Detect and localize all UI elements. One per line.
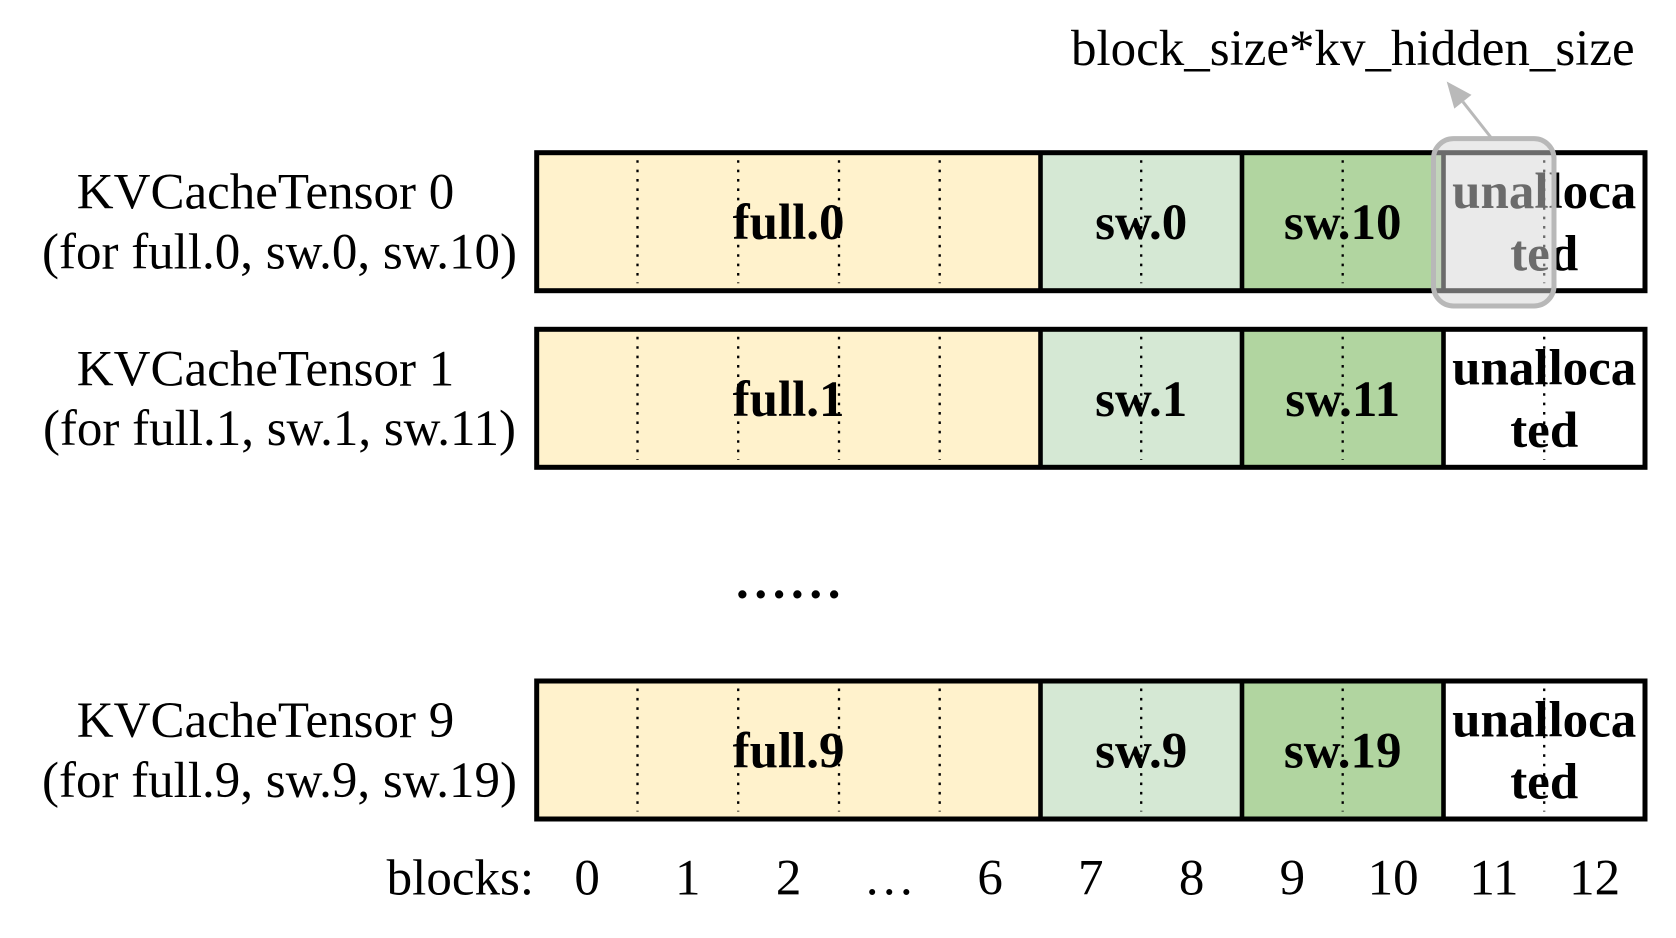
svg-text:sw.19: sw.19 <box>1284 724 1402 780</box>
svg-text:full.9: full.9 <box>733 724 845 780</box>
svg-text:KVCacheTensor 1: KVCacheTensor 1 <box>77 341 454 397</box>
svg-text:ted: ted <box>1510 403 1578 459</box>
svg-text:full.0: full.0 <box>733 195 845 251</box>
svg-text:9: 9 <box>1280 851 1306 907</box>
svg-text:KVCacheTensor 9: KVCacheTensor 9 <box>77 693 454 749</box>
svg-text:block_size*kv_hidden_size: block_size*kv_hidden_size <box>1071 21 1635 77</box>
svg-text:sw.0: sw.0 <box>1095 195 1187 251</box>
svg-text:12: 12 <box>1569 851 1620 907</box>
svg-text:sw.10: sw.10 <box>1284 195 1402 251</box>
svg-text:7: 7 <box>1078 851 1104 907</box>
svg-text:(for full.1, sw.1, sw.11): (for full.1, sw.1, sw.11) <box>43 401 516 457</box>
svg-text:full.1: full.1 <box>733 372 845 428</box>
svg-text:sw.1: sw.1 <box>1095 372 1187 428</box>
svg-text:ted: ted <box>1510 755 1578 811</box>
svg-text:sw.9: sw.9 <box>1095 724 1187 780</box>
svg-text:blocks:: blocks: <box>387 851 534 907</box>
svg-text:(for full.9, sw.9, sw.19): (for full.9, sw.9, sw.19) <box>42 753 517 809</box>
svg-text:…: … <box>864 851 915 907</box>
svg-text:1: 1 <box>675 851 701 907</box>
svg-text:10: 10 <box>1368 851 1419 907</box>
svg-text:11: 11 <box>1469 851 1518 907</box>
svg-text:unalloca: unalloca <box>1452 692 1636 748</box>
svg-text:2: 2 <box>776 851 802 907</box>
svg-text:KVCacheTensor 0: KVCacheTensor 0 <box>77 165 454 221</box>
svg-text:6: 6 <box>977 851 1003 907</box>
svg-text:0: 0 <box>574 851 600 907</box>
svg-text:......: ...... <box>736 554 846 610</box>
svg-text:sw.11: sw.11 <box>1285 372 1400 428</box>
svg-text:8: 8 <box>1179 851 1205 907</box>
svg-text:(for full.0, sw.0, sw.10): (for full.0, sw.0, sw.10) <box>42 225 517 281</box>
svg-text:unalloca: unalloca <box>1452 341 1636 397</box>
